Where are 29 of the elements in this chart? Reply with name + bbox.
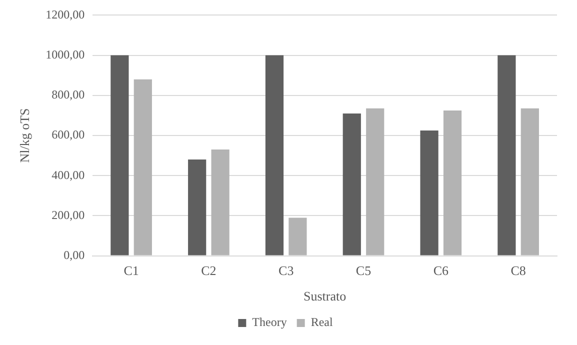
x-tick-label: C3: [278, 263, 294, 278]
y-tick-label: 0,00: [64, 248, 85, 262]
bar: [366, 108, 384, 256]
bar: [420, 130, 438, 256]
bar: [188, 160, 206, 256]
y-tick-label: 200,00: [52, 208, 85, 222]
bar: [443, 110, 462, 256]
y-tick-label: 400,00: [52, 168, 85, 182]
legend-label: Real: [310, 315, 334, 330]
bar: [265, 55, 284, 256]
x-axis-title: Sustrato: [303, 288, 346, 304]
legend-label: Theory: [252, 315, 287, 330]
y-tick-label: 1000,00: [46, 47, 85, 62]
bar: [498, 55, 516, 256]
x-tick-label: C6: [433, 263, 449, 278]
y-axis-title: Nl/kg oTS: [17, 108, 32, 163]
bar: [342, 113, 361, 256]
bar: [110, 55, 129, 256]
bar: [134, 79, 152, 256]
y-tick-label: 800,00: [52, 88, 85, 102]
y-tick-label: 600,00: [52, 128, 85, 142]
bar: [211, 150, 230, 256]
y-tick-label: 1200,00: [46, 7, 85, 22]
x-tick-label: C8: [510, 263, 526, 278]
bar: [520, 108, 539, 256]
x-tick-label: C2: [201, 263, 216, 278]
x-tick-label: C5: [356, 263, 372, 278]
x-tick-label: C1: [124, 263, 139, 278]
bar: [288, 218, 307, 256]
